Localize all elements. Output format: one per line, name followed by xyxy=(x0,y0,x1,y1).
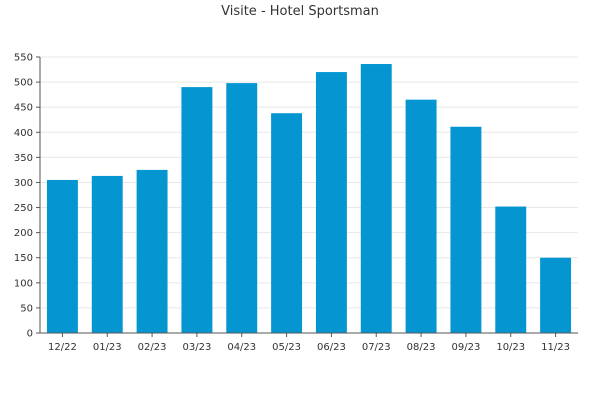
bar-09-23 xyxy=(450,126,482,334)
x-tick-label: 01/23 xyxy=(93,342,122,353)
bar-12-22 xyxy=(46,179,78,333)
bar-04-23 xyxy=(226,83,258,333)
bars xyxy=(46,64,572,334)
grid-lines xyxy=(40,56,578,309)
x-tick-label: 08/23 xyxy=(407,342,436,353)
axes xyxy=(36,56,578,337)
bar-02-23 xyxy=(136,169,168,333)
y-tick-label: 400 xyxy=(14,128,33,139)
y-tick-label: 100 xyxy=(14,278,33,289)
y-tick-label: 350 xyxy=(14,153,33,164)
y-tick-label: 300 xyxy=(14,178,33,189)
y-tick-label: 150 xyxy=(14,253,33,264)
y-tick-label: 500 xyxy=(14,78,33,89)
x-tick-label: 07/23 xyxy=(362,342,391,353)
bar-10-23 xyxy=(495,206,527,333)
y-tick-label: 50 xyxy=(20,303,33,314)
y-tick-label: 200 xyxy=(14,228,33,239)
x-tick-label: 05/23 xyxy=(272,342,301,353)
bar-05-23 xyxy=(271,113,303,333)
x-tick-label: 03/23 xyxy=(183,342,212,353)
y-tick-label: 0 xyxy=(27,329,33,340)
bar-07-23 xyxy=(360,64,392,333)
bar-03-23 xyxy=(181,87,213,333)
x-tick-labels: 12/22 01/23 02/23 03/23 04/23 05/23 06/23 07/23… xyxy=(48,342,570,353)
bar-06-23 xyxy=(315,72,347,334)
x-tick-label: 09/23 xyxy=(452,342,481,353)
y-tick-label: 250 xyxy=(14,203,33,214)
bar-01-23 xyxy=(91,175,123,333)
x-tick-label: 02/23 xyxy=(138,342,167,353)
x-tick-label: 11/23 xyxy=(541,342,570,353)
x-tick-label: 04/23 xyxy=(227,342,256,353)
x-tick-label: 12/22 xyxy=(48,342,77,353)
bar-08-23 xyxy=(405,99,437,334)
y-tick-label: 550 xyxy=(14,53,33,64)
bar-11-23 xyxy=(540,257,572,333)
chart-title: Visite - Hotel Sportsman xyxy=(221,4,379,19)
y-tick-labels: 0 50 100 150 200 250 300 350 400 450 500 550 xyxy=(14,53,33,340)
y-tick-label: 450 xyxy=(14,103,33,114)
x-tick-label: 10/23 xyxy=(496,342,525,353)
x-tick-label: 06/23 xyxy=(317,342,346,353)
